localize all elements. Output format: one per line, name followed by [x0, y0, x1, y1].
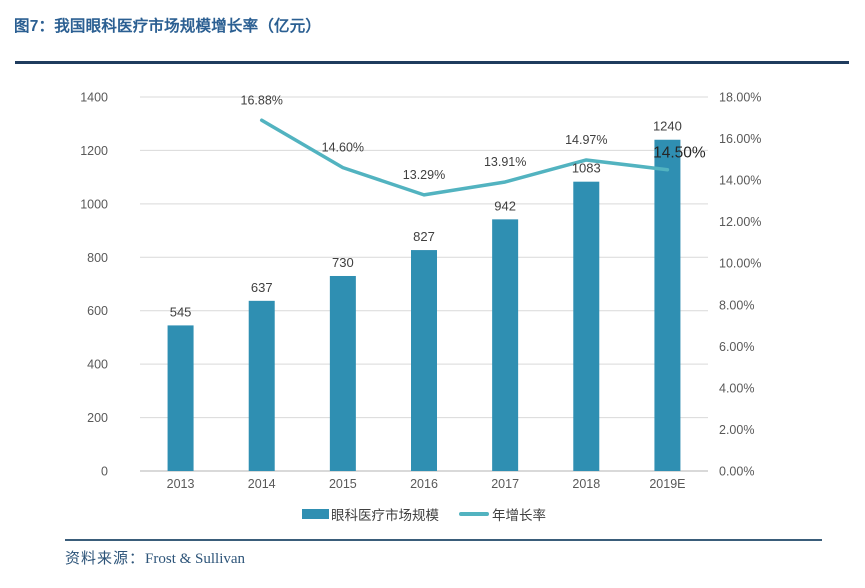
legend-bar-label: 眼科医疗市场规模 — [331, 508, 439, 523]
bar-2017 — [492, 219, 519, 471]
bar-value-label: 730 — [332, 255, 354, 270]
x-axis-tick: 2018 — [572, 477, 600, 491]
bar-value-label: 827 — [413, 229, 435, 244]
legend-line-swatch — [459, 512, 489, 516]
growth-rate-label: 16.88% — [241, 93, 283, 107]
bar-value-label: 545 — [170, 304, 192, 319]
bottom-divider — [65, 539, 822, 541]
legend-item-growth-rate: 年增长率 — [439, 504, 546, 524]
bar-2013 — [167, 325, 194, 471]
x-axis-tick: 2016 — [410, 477, 438, 491]
source-note: 资料来源：Frost & Sullivan — [65, 547, 245, 568]
left-axis-tick: 0 — [101, 465, 108, 479]
left-axis-tick: 600 — [87, 304, 108, 318]
bar-2016 — [411, 250, 437, 471]
growth-rate-label: 14.50% — [653, 145, 706, 162]
top-divider — [15, 61, 849, 64]
x-axis-tick: 2014 — [248, 477, 276, 491]
bar-value-label: 1083 — [572, 161, 601, 176]
bar-value-label: 637 — [251, 280, 273, 295]
legend-bar-swatch — [302, 509, 329, 519]
left-axis-tick: 1000 — [80, 197, 108, 211]
left-axis-tick: 200 — [87, 411, 108, 425]
growth-rate-line — [259, 118, 670, 197]
right-axis-tick: 14.00% — [719, 174, 761, 188]
right-axis-tick: 4.00% — [719, 381, 754, 395]
bar-2014 — [248, 300, 275, 471]
right-axis-tick: 2.00% — [719, 423, 754, 437]
right-axis-tick: 10.00% — [719, 257, 761, 271]
x-axis-tick: 2015 — [329, 477, 357, 491]
x-axis-tick: 2019E — [649, 477, 685, 491]
legend-item-market-size: 眼科医疗市场规模 — [302, 504, 439, 524]
right-axis-tick: 6.00% — [719, 340, 754, 354]
right-axis-tick: 12.00% — [719, 215, 761, 229]
bar-2019E — [654, 139, 681, 471]
right-axis-tick: 18.00% — [719, 91, 761, 105]
growth-rate-label: 14.97% — [565, 133, 607, 147]
figure-title: 图7：我国眼科医疗市场规模增长率（亿元） — [14, 18, 322, 35]
source-value: Frost & Sullivan — [145, 551, 246, 567]
growth-rate-label: 13.29% — [403, 168, 445, 182]
growth-rate-label: 13.91% — [484, 155, 526, 169]
bar-2018 — [573, 181, 600, 472]
left-axis-tick: 800 — [87, 251, 108, 265]
bar-value-label: 942 — [494, 198, 516, 213]
chart-legend: 眼科医疗市场规模 年增长率 — [140, 503, 708, 525]
source-label: 资料来源： — [65, 551, 146, 567]
growth-rate-label: 14.60% — [322, 141, 364, 155]
right-axis-tick: 8.00% — [719, 298, 754, 312]
left-axis-tick: 400 — [87, 358, 108, 372]
left-axis-tick: 1200 — [80, 144, 108, 158]
right-axis-tick: 0.00% — [719, 465, 754, 479]
x-axis-tick: 2017 — [491, 477, 519, 491]
bar-2015 — [329, 275, 356, 471]
bar-value-label: 1240 — [653, 119, 682, 134]
left-axis-tick: 1400 — [80, 91, 108, 105]
legend-line-label: 年增长率 — [492, 508, 546, 523]
x-axis-tick: 2013 — [167, 477, 195, 491]
right-axis-tick: 16.00% — [719, 132, 761, 146]
